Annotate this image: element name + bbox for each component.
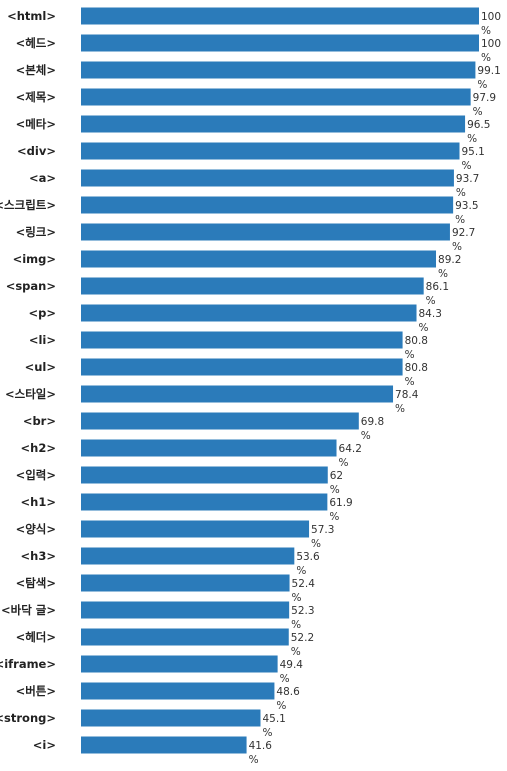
category-tick-label: <스크립트>: [0, 198, 56, 212]
bar-value-label: 86.1%: [426, 281, 449, 307]
category-tick-label: <a>: [29, 171, 56, 185]
bar-value-label: 80.8%: [405, 335, 428, 361]
bar-value-label: 64.2%: [339, 443, 362, 469]
category-tick-label: <바닥 글>: [1, 603, 56, 617]
bar: [81, 358, 403, 376]
bar: [81, 574, 290, 592]
bar: [81, 628, 289, 646]
bar-value-label: 45.1%: [262, 713, 285, 739]
bar-value-label: 93.5%: [455, 200, 478, 226]
category-tick-label: <img>: [13, 252, 56, 266]
bar-value-label: 57.3%: [311, 524, 334, 550]
category-tick-label: <링크>: [16, 225, 56, 239]
bar-value-label: 89.2%: [438, 254, 461, 280]
bar-value-label: 53.6%: [296, 551, 320, 577]
bar: [81, 493, 328, 511]
bar-value-label: 95.1%: [461, 146, 484, 172]
bar-value-label: 48.6%: [276, 686, 300, 712]
bar-value-label: 84.3%: [419, 308, 442, 334]
bar: [81, 547, 295, 565]
category-tick-label: <스타일>: [5, 387, 56, 401]
bar-value-label: 78.4%: [395, 389, 419, 415]
bar: [81, 169, 454, 187]
bar: [81, 88, 471, 106]
bar: [81, 223, 450, 241]
bar-value-label: 52.4%: [292, 578, 316, 604]
category-tick-label: <i>: [33, 738, 56, 752]
bar-value-label: 92.7%: [452, 227, 475, 253]
bar-value-label: 96.5%: [467, 119, 490, 145]
category-tick-label: <h1>: [21, 495, 56, 509]
bar-value-label: 100%: [481, 38, 501, 64]
bar: [81, 34, 479, 52]
bar-value-label: 100%: [481, 11, 501, 37]
bar: [81, 61, 476, 79]
category-tick-label: <h3>: [21, 549, 56, 563]
bar: [81, 601, 290, 619]
category-tick-label: <li>: [29, 333, 56, 347]
category-tick-label: <span>: [6, 279, 56, 293]
bar-value-label: 69.8%: [361, 416, 384, 442]
category-tick-label: <html>: [7, 9, 56, 23]
bar: [81, 736, 247, 754]
bar: [81, 655, 278, 673]
bar: [81, 277, 424, 295]
category-tick-label: <버튼>: [16, 684, 56, 698]
bar: [81, 331, 403, 349]
bar: [81, 250, 437, 268]
bar-value-label: 99.1%: [477, 65, 500, 91]
bar: [81, 466, 328, 484]
bar: [81, 304, 417, 322]
bar: [81, 520, 310, 538]
category-tick-label: <헤드>: [16, 36, 56, 50]
bar-value-label: 62%: [330, 470, 343, 496]
category-tick-label: <p>: [28, 306, 56, 320]
bar-value-label: 41.6%: [249, 740, 273, 766]
bar: [81, 115, 466, 133]
category-tick-label: <div>: [17, 144, 56, 158]
category-tick-label: <양식>: [16, 522, 56, 536]
category-tick-label: <strong>: [0, 711, 56, 725]
bar: [81, 196, 454, 214]
bar: [81, 412, 359, 430]
bar: [81, 709, 261, 727]
category-tick-label: <ul>: [25, 360, 56, 374]
bar: [81, 439, 337, 457]
bar-value-label: 93.7%: [456, 173, 479, 199]
bar-value-label: 80.8%: [405, 362, 428, 388]
category-tick-label: <본체>: [16, 63, 56, 77]
category-tick-label: <br>: [23, 414, 56, 428]
bar: [81, 385, 394, 403]
category-tick-label: <탐색>: [16, 576, 56, 590]
category-tick-label: <h2>: [21, 441, 56, 455]
bar-value-label: 61.9%: [329, 497, 352, 523]
category-tick-label: <입력>: [16, 468, 56, 482]
category-tick-label: <제목>: [16, 90, 56, 104]
bar: [81, 142, 460, 160]
bar-value-label: 52.2%: [291, 632, 314, 658]
bar-value-label: 49.4%: [280, 659, 304, 685]
bar-value-label: 97.9%: [473, 92, 496, 118]
category-tick-label: <헤더>: [16, 630, 56, 644]
bar-value-label: 52.3%: [291, 605, 314, 631]
bar: [81, 682, 275, 700]
category-tick-label: <메타>: [16, 117, 56, 131]
category-tick-label: <iframe>: [0, 657, 56, 671]
bar: [81, 7, 479, 25]
